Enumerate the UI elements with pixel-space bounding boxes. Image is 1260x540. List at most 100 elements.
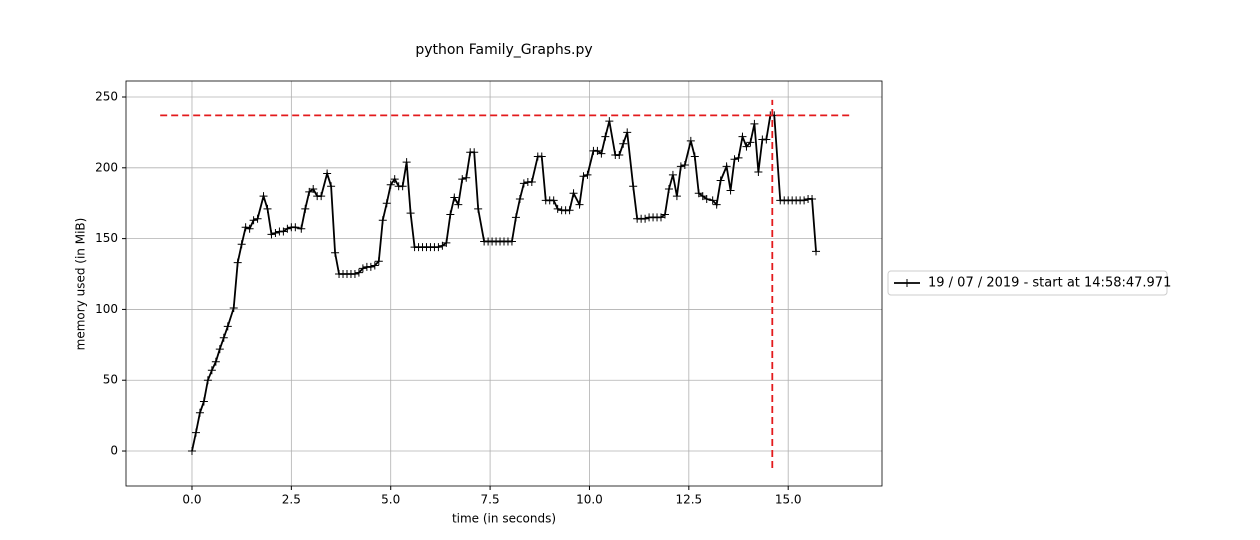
data-point — [738, 132, 747, 141]
y-tick-label: 100 — [95, 302, 118, 316]
legend-marker — [903, 279, 911, 287]
data-point — [470, 148, 479, 157]
x-tick-label: 15.0 — [775, 493, 802, 507]
x-tick-label: 12.5 — [675, 493, 702, 507]
data-point — [215, 345, 224, 354]
data-point — [187, 447, 196, 456]
data-point — [195, 408, 204, 417]
data-point — [619, 139, 628, 148]
x-tick-label: 10.0 — [576, 493, 603, 507]
data-point — [350, 270, 359, 279]
data-point — [716, 176, 725, 185]
data-point — [742, 142, 751, 151]
data-point — [641, 214, 650, 223]
chart-title: python Family_Graphs.py — [415, 42, 592, 58]
data-point — [291, 223, 300, 232]
data-point — [354, 268, 363, 277]
data-point — [259, 192, 268, 201]
y-tick-label: 150 — [95, 231, 118, 245]
data-point — [370, 261, 379, 270]
data-point — [454, 200, 463, 209]
data-point — [199, 397, 208, 406]
data-point — [406, 209, 415, 218]
x-tick-label: 2.5 — [282, 493, 301, 507]
data-point — [223, 322, 232, 331]
data-point — [229, 303, 238, 312]
data-point — [386, 180, 395, 189]
data-point — [309, 185, 318, 194]
data-point — [565, 206, 574, 215]
data-point — [263, 204, 272, 213]
data-point — [762, 135, 771, 144]
data-point — [686, 136, 695, 145]
legend-label: 19 / 07 / 2019 - start at 14:58:47.971 — [928, 276, 1171, 291]
data-point — [537, 152, 546, 161]
data-point — [233, 258, 242, 267]
data-point — [668, 170, 677, 179]
data-point — [207, 366, 216, 375]
data-point — [297, 224, 306, 233]
data-point — [569, 189, 578, 198]
data-point — [583, 170, 592, 179]
data-point — [358, 264, 367, 273]
data-point — [267, 230, 276, 239]
y-tick-label: 200 — [95, 160, 118, 174]
y-axis-label: memory used (in MiB) — [74, 218, 88, 351]
data-point — [450, 193, 459, 202]
legend-box — [887, 270, 1168, 296]
data-point — [672, 192, 681, 201]
data-point — [301, 204, 310, 213]
data-point — [378, 216, 387, 225]
y-tick-label: 50 — [103, 373, 118, 387]
data-point — [511, 213, 520, 222]
data-point — [374, 257, 383, 266]
data-point — [527, 177, 536, 186]
data-point — [507, 237, 516, 246]
data-point — [462, 173, 471, 182]
data-point — [629, 182, 638, 191]
data-point — [434, 243, 443, 252]
data-point — [366, 262, 375, 271]
data-point — [664, 185, 673, 194]
data-point — [241, 223, 250, 232]
data-point — [253, 214, 262, 223]
data-line — [191, 114, 817, 452]
data-point — [382, 199, 391, 208]
data-point — [323, 169, 332, 178]
data-point — [191, 428, 200, 437]
data-point — [549, 196, 558, 205]
data-point — [458, 175, 467, 184]
data-point — [442, 238, 451, 247]
data-point — [398, 182, 407, 191]
x-tick-label: 5.0 — [381, 493, 400, 507]
data-point — [812, 247, 821, 256]
data-point — [211, 357, 220, 366]
data-point — [402, 158, 411, 167]
data-point — [734, 153, 743, 162]
data-point — [446, 210, 455, 219]
data-point — [390, 175, 399, 184]
x-tick-label: 7.5 — [481, 493, 500, 507]
data-point — [597, 149, 606, 158]
data-point — [605, 117, 614, 126]
data-point — [800, 196, 809, 205]
data-point — [690, 152, 699, 161]
data-point — [515, 194, 524, 203]
data-point — [203, 376, 212, 385]
data-point — [245, 224, 254, 233]
data-point — [237, 240, 246, 249]
x-axis-label: time (in seconds) — [452, 512, 556, 526]
data-point — [327, 182, 336, 191]
data-point — [746, 138, 755, 147]
data-point — [712, 200, 721, 209]
x-tick-label: 0.0 — [182, 493, 201, 507]
data-point — [579, 172, 588, 181]
data-point — [331, 248, 340, 257]
data-point — [219, 333, 228, 342]
data-point — [708, 196, 717, 205]
data-point — [283, 224, 292, 233]
data-point — [660, 210, 669, 219]
y-tick-label: 250 — [95, 90, 118, 104]
data-point — [519, 179, 528, 188]
